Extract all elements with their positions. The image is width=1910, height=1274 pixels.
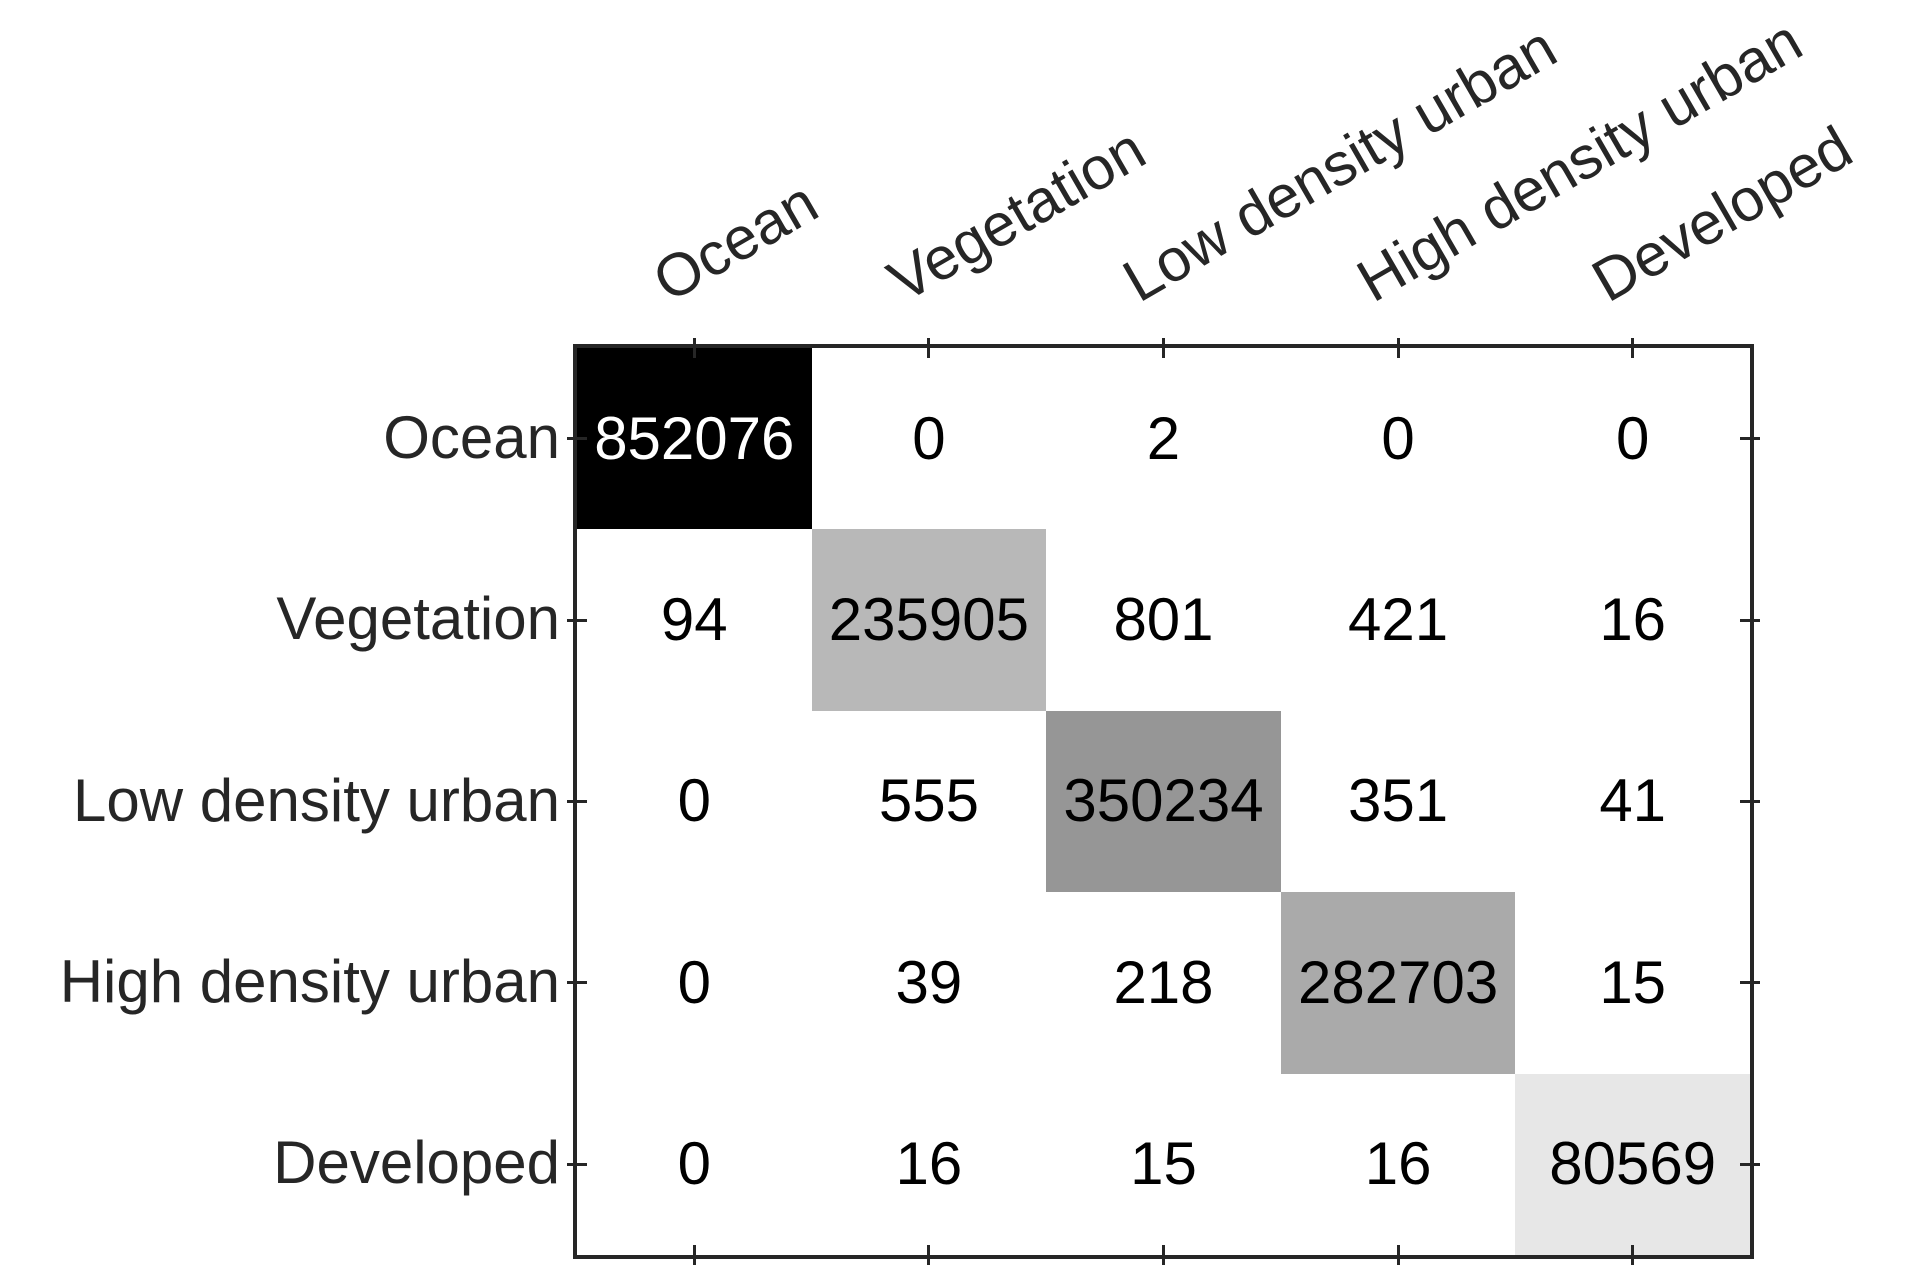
cell-value: 421: [1348, 586, 1449, 654]
matrix-cell-0-2: 2: [1046, 348, 1281, 530]
left-tick-2: [567, 800, 587, 803]
cell-value: 351: [1348, 767, 1449, 835]
top-tick-4: [1631, 338, 1635, 358]
matrix-cell-1-0: 94: [577, 529, 812, 711]
matrix-cell-4-4: 80569: [1515, 1073, 1750, 1255]
matrix-cell-4-0: 0: [577, 1073, 812, 1255]
top-tick-2: [1162, 338, 1165, 358]
matrix-cell-3-3: 282703: [1280, 892, 1516, 1074]
row-label-vegetation: Vegetation: [276, 584, 560, 652]
right-tick-2: [1740, 800, 1760, 803]
matrix-cell-3-0: 0: [577, 892, 812, 1074]
matrix-cell-1-2: 801: [1046, 529, 1281, 711]
right-tick-0: [1740, 437, 1760, 441]
bottom-tick-1: [927, 1245, 931, 1265]
cell-value: 16: [1364, 1130, 1432, 1198]
cell-value: 0: [677, 1130, 711, 1198]
row-label-ocean: Ocean: [383, 403, 560, 471]
cell-value: 15: [1130, 1130, 1197, 1198]
cell-value: 2: [1146, 404, 1181, 472]
matrix-cell-3-1: 39: [811, 892, 1047, 1074]
cell-value: 15: [1599, 948, 1667, 1016]
confusion-matrix-grid: 852076 0 2 0 0 94 235905 801 421 16 0 555 350234 351 4…: [577, 348, 1750, 1255]
row-label-low-density-urban: Low density urban: [73, 766, 560, 834]
cell-value: 801: [1113, 586, 1214, 654]
cell-value: 852076: [594, 404, 795, 472]
cell-value: 80569: [1549, 1130, 1717, 1198]
left-tick-0: [567, 437, 587, 441]
matrix-cell-3-4: 15: [1515, 892, 1750, 1074]
matrix-cell-0-3: 0: [1280, 348, 1516, 530]
cell-value: 0: [1616, 404, 1650, 472]
matrix-cell-0-0: 852076: [577, 348, 812, 530]
cell-value: 0: [912, 404, 946, 472]
cell-value: 39: [895, 948, 963, 1016]
left-tick-1: [567, 618, 587, 622]
matrix-cell-2-3: 351: [1280, 710, 1516, 893]
cell-value: 0: [677, 948, 711, 1016]
matrix-cell-3-2: 218: [1046, 892, 1281, 1074]
bottom-tick-4: [1631, 1245, 1635, 1265]
matrix-cell-2-4: 41: [1515, 710, 1750, 893]
bottom-tick-2: [1162, 1245, 1165, 1265]
top-tick-0: [692, 338, 696, 358]
cell-value: 218: [1113, 948, 1214, 1016]
matrix-cell-0-1: 0: [811, 348, 1047, 530]
cell-value: 41: [1599, 767, 1667, 835]
cell-value: 16: [1599, 586, 1667, 654]
matrix-cell-1-1: 235905: [811, 529, 1047, 711]
matrix-cell-4-2: 15: [1046, 1073, 1281, 1255]
col-label-low-density-urban: Low density urban: [1111, 13, 1567, 315]
matrix-cell-2-0: 0: [577, 710, 812, 893]
cell-value: 0: [1381, 404, 1415, 472]
matrix-cell-2-1: 555: [811, 710, 1047, 893]
bottom-tick-3: [1396, 1245, 1400, 1265]
cell-value: 16: [895, 1130, 963, 1198]
left-tick-3: [567, 981, 587, 985]
cell-value: 235905: [828, 586, 1029, 654]
row-label-high-density-urban: High density urban: [59, 947, 560, 1015]
col-label-vegetation: Vegetation: [876, 114, 1156, 315]
top-tick-1: [927, 338, 931, 358]
bottom-tick-0: [692, 1245, 696, 1265]
cell-value: 555: [878, 767, 979, 835]
top-tick-3: [1396, 338, 1400, 358]
matrix-cell-4-1: 16: [811, 1073, 1047, 1255]
row-label-developed: Developed: [273, 1129, 560, 1197]
right-tick-4: [1740, 1162, 1760, 1166]
matrix-cell-1-4: 16: [1515, 529, 1750, 711]
matrix-cell-2-2: 350234: [1046, 710, 1281, 893]
matrix-cell-1-3: 421: [1280, 529, 1516, 711]
right-tick-1: [1740, 618, 1760, 622]
matrix-cell-0-4: 0: [1515, 348, 1750, 530]
left-tick-4: [567, 1162, 587, 1166]
right-tick-3: [1740, 981, 1760, 985]
cell-value: 94: [660, 586, 728, 654]
col-label-high-density-urban: High density urban: [1346, 6, 1813, 315]
col-label-ocean: Ocean: [642, 168, 829, 315]
cell-value: 350234: [1063, 767, 1264, 835]
cell-value: 282703: [1297, 948, 1499, 1016]
cell-value: 0: [677, 767, 711, 835]
matrix-cell-4-3: 16: [1280, 1073, 1516, 1255]
